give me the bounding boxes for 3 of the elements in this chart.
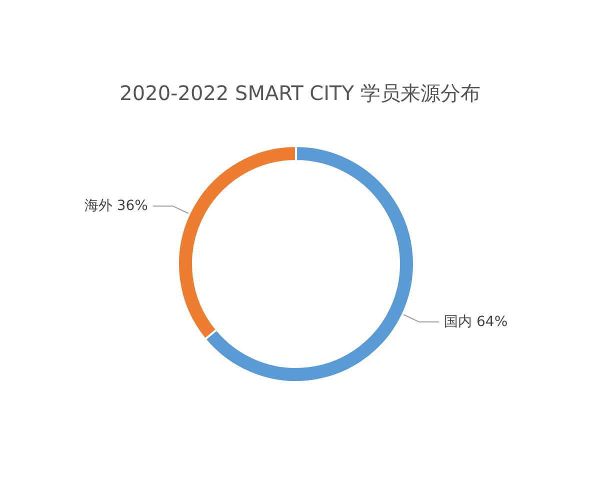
slice-label: 海外 36% bbox=[84, 198, 148, 214]
chart-title: 2020-2022 SMART CITY 学员来源分布 bbox=[120, 81, 480, 105]
slice-label: 国内 64% bbox=[444, 314, 508, 330]
